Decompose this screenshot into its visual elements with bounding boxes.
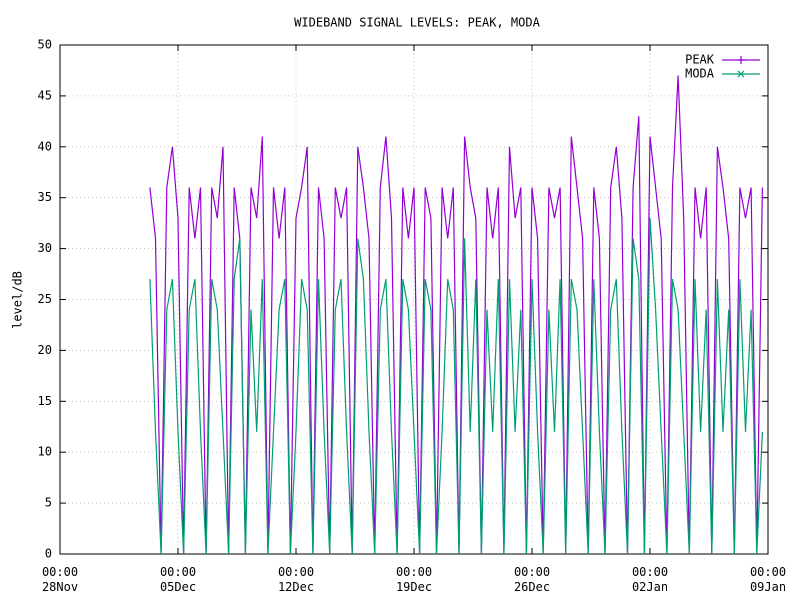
- x-tick-label: 00:00 02Jan: [632, 565, 668, 594]
- y-tick-label: 25: [38, 292, 52, 306]
- y-tick-label: 30: [38, 241, 52, 255]
- x-tick-label: 00:00 09Jan: [750, 565, 786, 594]
- y-tick-label: 50: [38, 38, 52, 52]
- y-tick-label: 40: [38, 139, 52, 153]
- legend-marker: [737, 70, 745, 78]
- x-tick-label: 00:00 26Dec: [514, 565, 550, 594]
- y-tick-label: 45: [38, 88, 52, 102]
- y-tick-label: 35: [38, 190, 52, 204]
- x-tick-label: 00:00 05Dec: [160, 565, 196, 594]
- y-tick-label: 5: [45, 496, 52, 510]
- plot-frame: [59, 44, 769, 555]
- legend-label: PEAK: [685, 53, 715, 67]
- y-tick-label: 15: [38, 394, 52, 408]
- x-tick-label: 00:00 12Dec: [278, 565, 314, 594]
- legend-marker: [737, 56, 745, 64]
- y-tick-label: 0: [45, 547, 52, 561]
- chart-title: WIDEBAND SIGNAL LEVELS: PEAK, MODA: [294, 16, 540, 30]
- series-line: [149, 75, 763, 555]
- y-tick-label: 20: [38, 343, 52, 357]
- series-line: [149, 218, 763, 555]
- x-tick-label: 00:00 19Dec: [396, 565, 432, 594]
- legend-label: MODA: [685, 67, 715, 81]
- y-tick-label: 10: [38, 445, 52, 459]
- x-tick-label: 00:00 28Nov: [42, 565, 78, 594]
- y-axis-label: level/dB: [11, 271, 25, 329]
